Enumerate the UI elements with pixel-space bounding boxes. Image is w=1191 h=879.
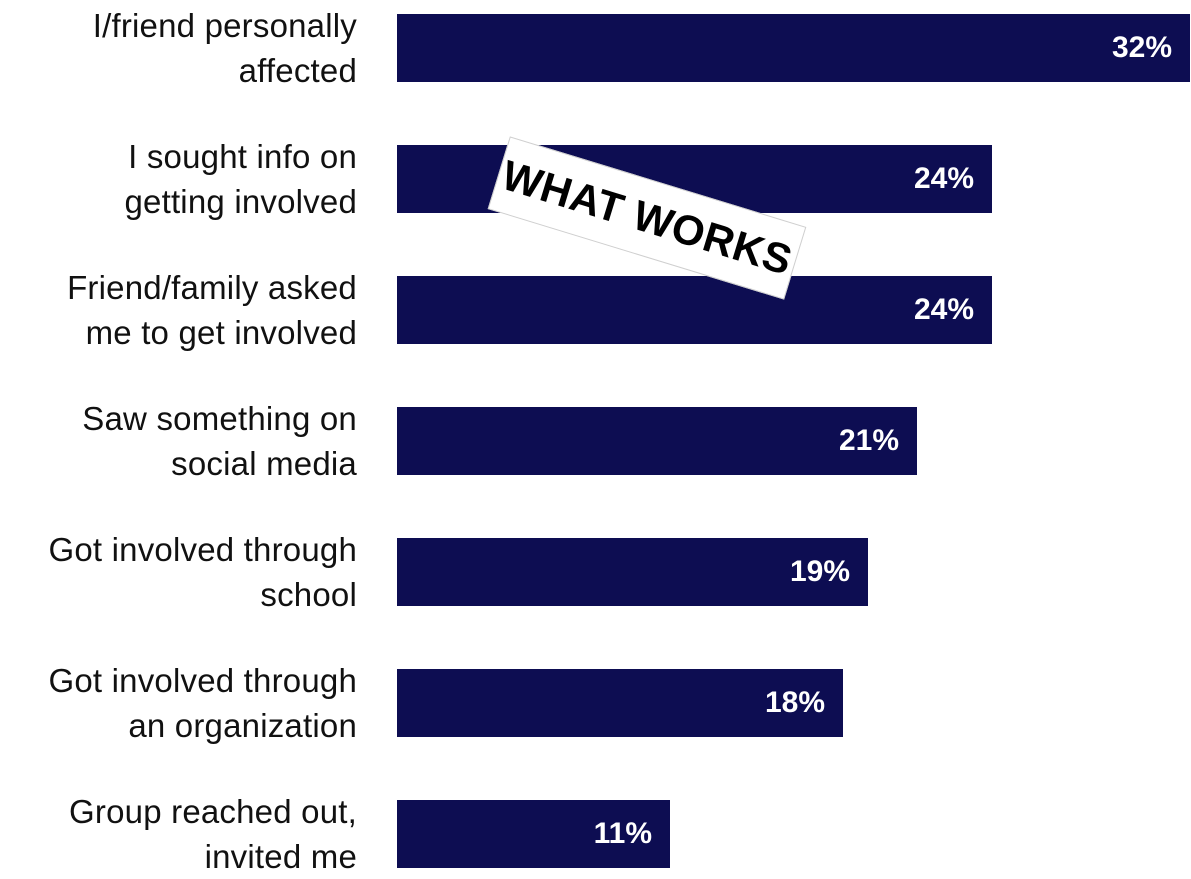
category-label: Got involved through school bbox=[0, 527, 357, 617]
category-label: Group reached out, invited me bbox=[0, 789, 357, 879]
bar-value-label: 24% bbox=[913, 293, 974, 326]
category-label-line: an organization bbox=[128, 707, 357, 744]
bar: 21% bbox=[397, 407, 917, 475]
category-label-line: invited me bbox=[204, 838, 357, 875]
bar: 24% bbox=[397, 276, 992, 344]
category-label-line: Saw something on bbox=[82, 400, 357, 437]
category-label-line: school bbox=[260, 576, 357, 613]
category-label-line: affected bbox=[238, 52, 357, 89]
category-label: I/friend personally affected bbox=[0, 3, 357, 93]
category-label-line: getting involved bbox=[124, 183, 357, 220]
category-label-line: Got involved through bbox=[48, 662, 357, 699]
bar-value-label: 11% bbox=[593, 817, 652, 850]
category-label-line: social media bbox=[171, 445, 357, 482]
category-label-line: I/friend personally bbox=[92, 7, 357, 44]
category-label-line: I sought info on bbox=[128, 138, 357, 175]
bar: 11% bbox=[397, 800, 670, 868]
bar: 19% bbox=[397, 538, 868, 606]
category-label: Saw something on social media bbox=[0, 396, 357, 486]
category-label: Got involved through an organization bbox=[0, 658, 357, 748]
category-label-line: me to get involved bbox=[85, 314, 357, 351]
category-label-line: Got involved through bbox=[48, 531, 357, 568]
category-label: I sought info on getting involved bbox=[0, 134, 357, 224]
bar-value-label: 19% bbox=[789, 555, 850, 588]
bar-value-label: 21% bbox=[838, 424, 899, 457]
category-label-line: Friend/family asked bbox=[67, 269, 357, 306]
bar: 18% bbox=[397, 669, 843, 737]
bar-value-label: 18% bbox=[764, 686, 825, 719]
category-label: Friend/family asked me to get involved bbox=[0, 265, 357, 355]
category-label-line: Group reached out, bbox=[69, 793, 357, 830]
bar-value-label: 24% bbox=[913, 162, 974, 195]
bar-value-label: 32% bbox=[1111, 31, 1172, 64]
bar: 32% bbox=[397, 14, 1190, 82]
